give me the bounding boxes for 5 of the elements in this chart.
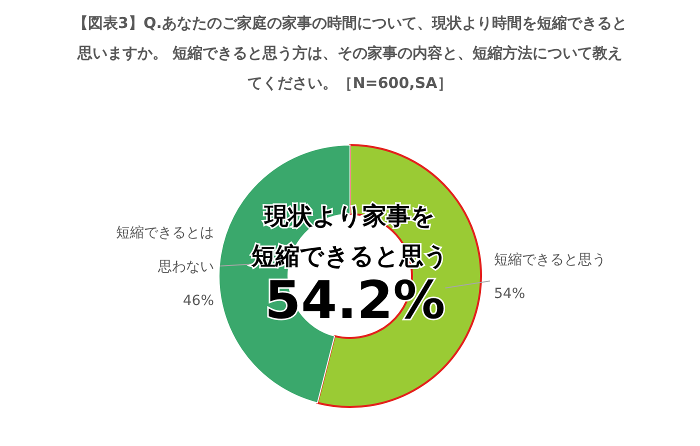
data-label: 46%: [182, 293, 214, 309]
slice-label: 短縮できると思う: [494, 252, 606, 268]
chart-title: 【図表3】Q.あなたのご家庭の家事の時間について、現状より時間を短縮できると思いますか。 短縮できると思う方は、その家事の内容と、短縮方法について教えてください。［N=600,SA］: [73, 14, 627, 92]
category-label: 短縮できるとは思わない: [116, 225, 214, 275]
data-label: 54%: [494, 286, 526, 302]
